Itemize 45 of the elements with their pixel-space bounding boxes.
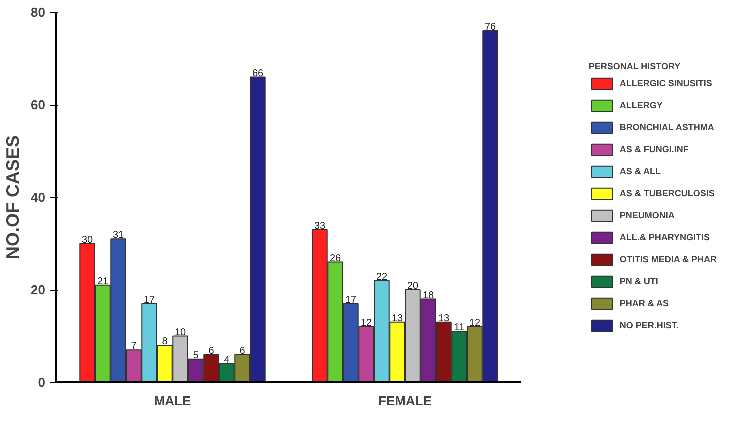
legend-title: PERSONAL HISTORY <box>588 62 682 72</box>
legend-label: PHAR & AS <box>620 298 669 308</box>
data-label: 4 <box>224 355 230 366</box>
y-tick-label: 60 <box>31 98 46 112</box>
data-label: 10 <box>174 327 186 338</box>
data-label: 6 <box>240 346 246 357</box>
legend-label: ALLERGY <box>620 100 663 110</box>
y-tick-label: 0 <box>38 375 46 390</box>
data-label: 66 <box>252 68 264 80</box>
data-label: 18 <box>422 290 434 302</box>
data-label: 13 <box>438 313 450 324</box>
data-label: 17 <box>345 294 357 306</box>
legend-label: PN & UTI <box>620 276 658 286</box>
y-axis-title: NO.OF CASES <box>3 135 24 260</box>
legend-label: ALLERGIC SINUSITIS <box>620 78 712 88</box>
data-label: 31 <box>112 230 124 242</box>
legend-label: OTITIS MEDIA & PHAR <box>620 254 717 264</box>
legend-label: AS & FUNGI.INF <box>620 144 689 154</box>
x-tick-label: MALE <box>154 394 192 408</box>
legend-label: ALL.& PHARYNGITIS <box>620 232 710 242</box>
x-tick-label: FEMALE <box>378 394 432 408</box>
data-label: 12 <box>469 318 481 329</box>
data-label: 5 <box>193 350 200 362</box>
y-tick-label: 80 <box>31 5 46 20</box>
data-label: 33 <box>314 220 326 232</box>
y-tick-label: 20 <box>31 282 46 298</box>
data-label: 30 <box>82 234 94 246</box>
data-label: 20 <box>407 281 419 292</box>
legend-label: AS & ALL <box>620 166 661 176</box>
legend-label: BRONCHIAL ASTHMA <box>620 122 714 132</box>
data-label: 21 <box>97 276 109 288</box>
data-label: 76 <box>484 22 496 33</box>
data-label: 22 <box>376 272 388 283</box>
data-label: 11 <box>454 322 466 334</box>
data-label: 26 <box>330 253 342 264</box>
legend-label: PNEUMONIA <box>620 210 675 220</box>
data-label: 12 <box>360 318 372 329</box>
legend-label: AS & TUBERCULOSIS <box>620 188 715 198</box>
data-label: 7 <box>131 341 138 352</box>
data-label: 17 <box>144 294 156 306</box>
data-label: 6 <box>208 346 215 357</box>
data-label: 8 <box>162 336 168 348</box>
data-label: 13 <box>392 313 404 324</box>
y-tick-label: 40 <box>31 190 46 205</box>
legend-label: NO PER.HIST. <box>620 320 679 330</box>
